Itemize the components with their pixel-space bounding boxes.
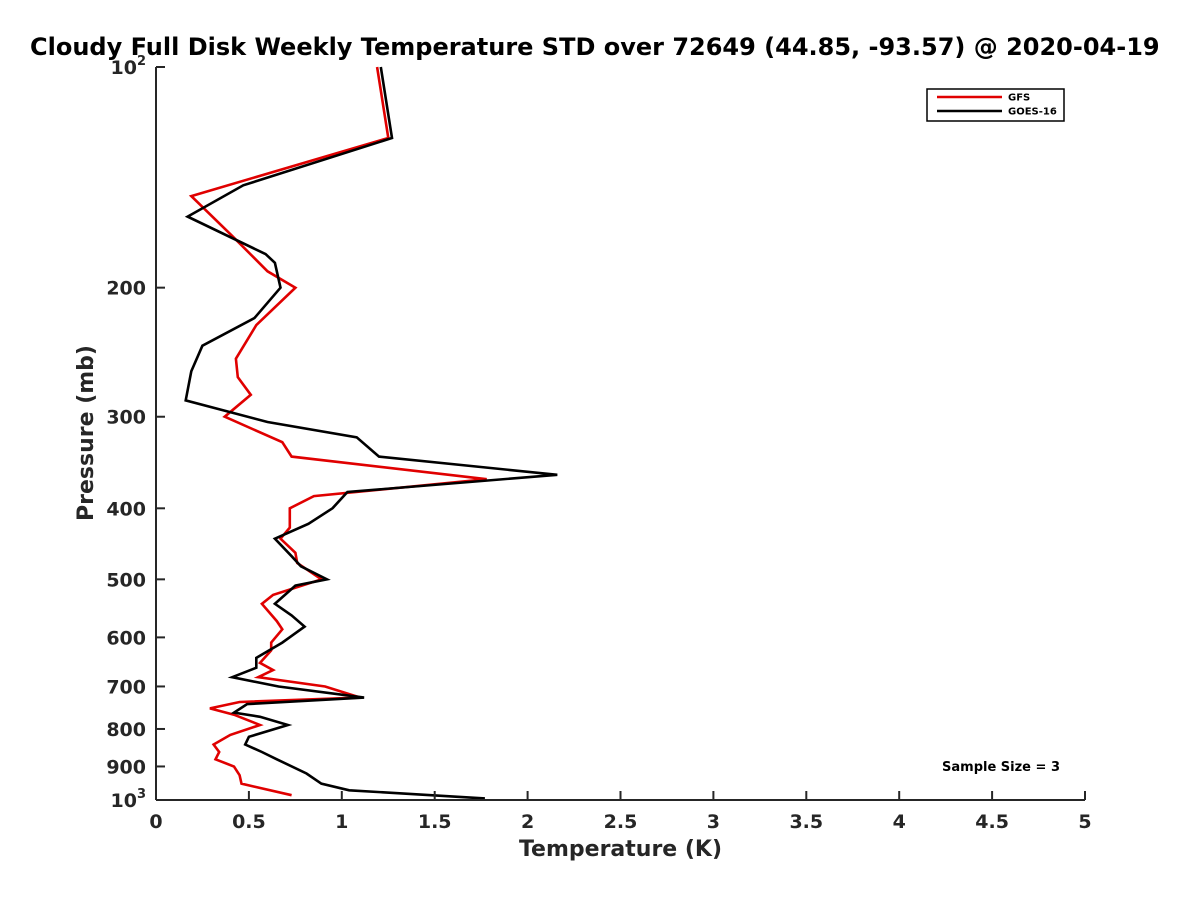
- chart-title: Cloudy Full Disk Weekly Temperature STD …: [30, 33, 1160, 61]
- y-tick-label: 102: [111, 54, 147, 79]
- legend-box: [926, 88, 1065, 122]
- legend-label: GOES-16: [1008, 107, 1057, 118]
- legend: GFS GOES-16: [926, 88, 1065, 122]
- sample-size-annotation: Sample Size = 3: [942, 760, 1060, 775]
- x-axis-label: Temperature (K): [519, 837, 722, 862]
- series-line-gfs: [188, 66, 487, 797]
- x-tick-label: 0.5: [232, 811, 266, 833]
- x-tick-label: 0: [149, 811, 162, 833]
- legend-label: GFS: [1008, 93, 1030, 104]
- y-tick-label: 300: [106, 407, 146, 429]
- y-tick-label: 600: [106, 627, 146, 649]
- x-tick-label: 3: [707, 811, 720, 833]
- y-tick-label: 800: [106, 719, 146, 741]
- x-tick-label: 2.5: [604, 811, 638, 833]
- y-tick-label: 200: [106, 278, 146, 300]
- x-tick-label: 5: [1078, 811, 1091, 833]
- x-tick-label: 1: [335, 811, 348, 833]
- y-tick-label: 700: [106, 676, 146, 698]
- x-tick-label: 4: [893, 811, 906, 833]
- y-tick-label: 900: [106, 756, 146, 778]
- x-tick-label: 1.5: [418, 811, 452, 833]
- x-tick-label: 4.5: [975, 811, 1009, 833]
- ticks-layer: 0 0.5 1 1.5 2 2.5 3 3.5 4 4.5 5 102 200 300 400 500 600 7…: [106, 54, 1091, 833]
- y-axis-label: Pressure (mb): [74, 345, 99, 521]
- series-line-goes-16: [184, 66, 558, 800]
- y-tick-label: 103: [111, 787, 147, 812]
- x-tick-label: 2: [521, 811, 534, 833]
- series-layer: [184, 66, 558, 800]
- x-tick-label: 3.5: [789, 811, 823, 833]
- plot-area: [156, 67, 1085, 800]
- y-tick-label: 500: [106, 569, 146, 591]
- y-tick-label: 400: [106, 498, 146, 520]
